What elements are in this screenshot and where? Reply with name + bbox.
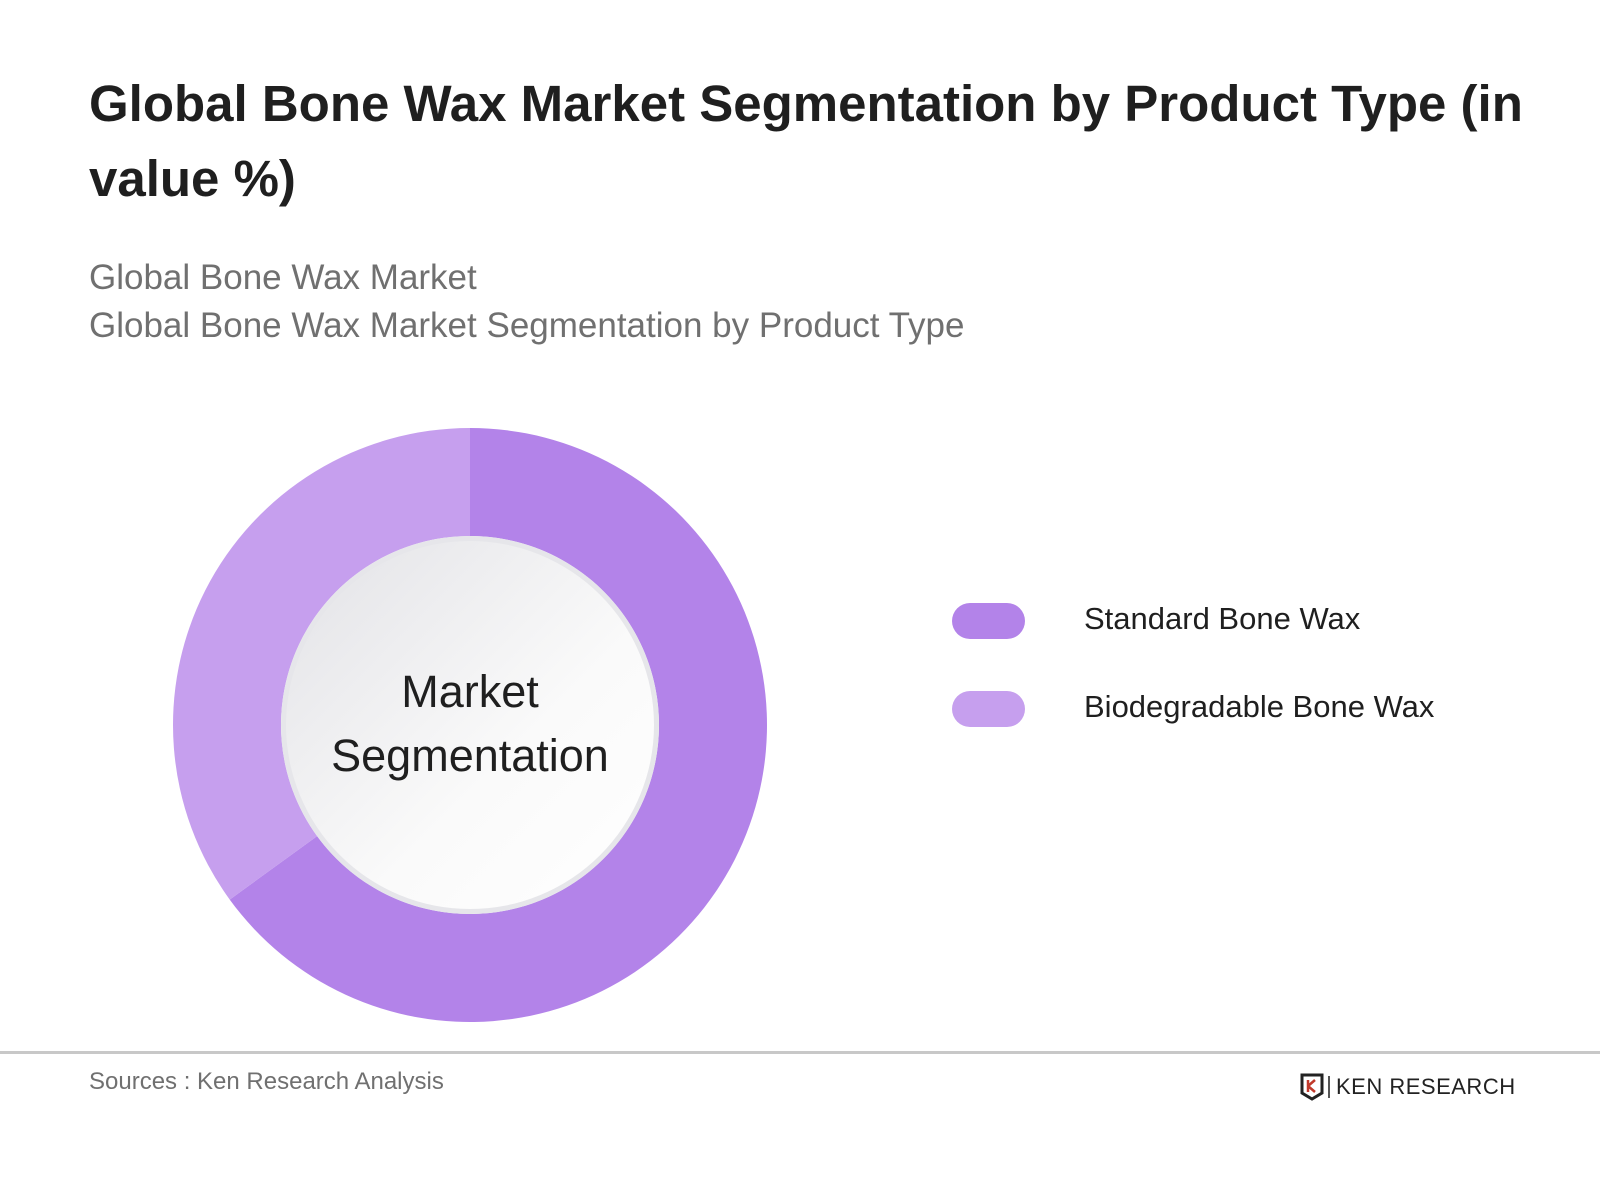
chart-title: Global Bone Wax Market Segmentation by P… [89, 75, 1523, 207]
source-note: Sources : Ken Research Analysis [89, 1068, 444, 1095]
slice-biodegradable-bone-wax [173, 428, 470, 900]
subtitle-1: Global Bone Wax Market [89, 258, 477, 297]
logo-text: KEN RESEARCH [1336, 1074, 1516, 1099]
center-disc [286, 541, 654, 909]
logo-shield-icon [1300, 1073, 1324, 1101]
legend-swatch [952, 691, 1025, 727]
legend-label: Standard Bone Wax [1084, 601, 1361, 636]
center-label: Market Segmentation [331, 666, 609, 781]
footer-divider [0, 1051, 1600, 1054]
subtitle-2: Global Bone Wax Market Segmentation by P… [89, 306, 965, 345]
slice-standard-bone-wax [229, 428, 768, 1022]
ken-research-logo: KEN RESEARCH [1300, 1072, 1516, 1102]
legend-label: Biodegradable Bone Wax [1084, 689, 1435, 724]
legend-swatch [952, 603, 1025, 639]
